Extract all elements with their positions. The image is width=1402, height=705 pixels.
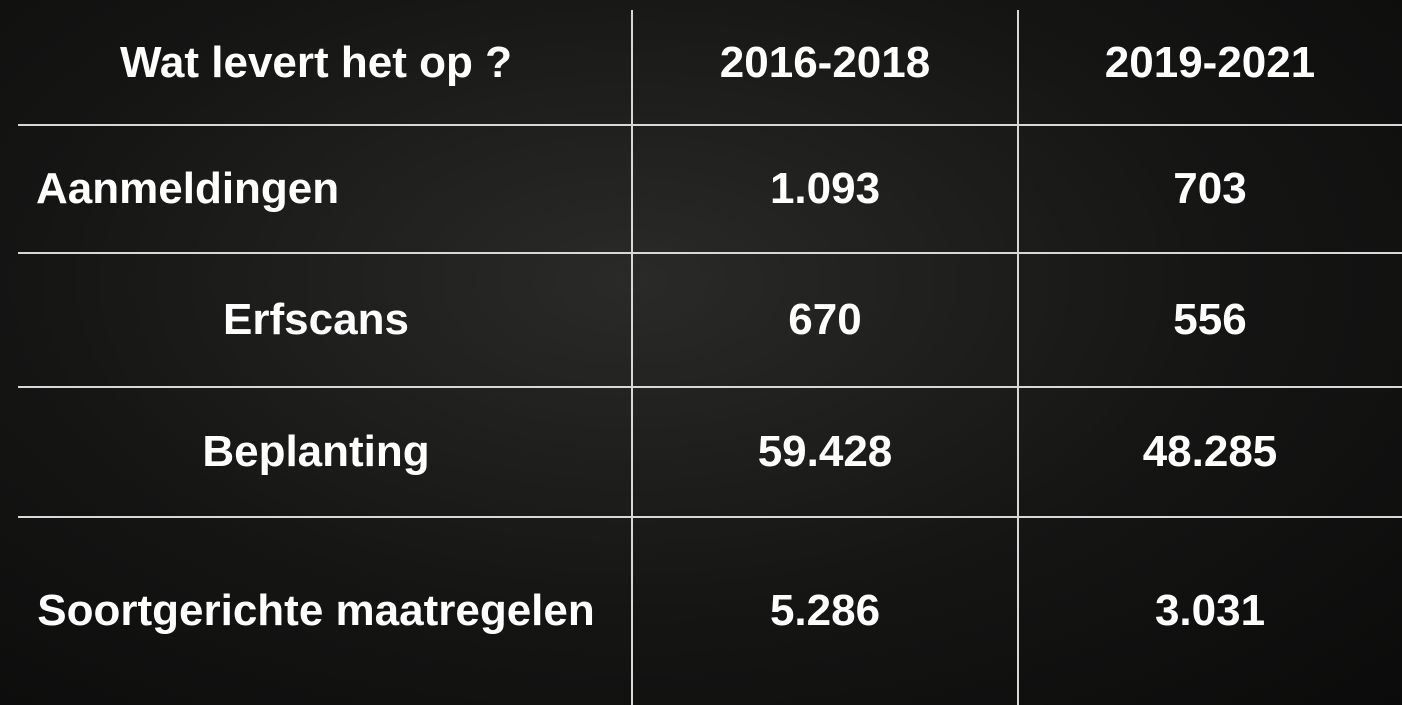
table-cell: 59.428	[757, 427, 893, 477]
table-cell: 48.285	[1142, 427, 1278, 477]
row-divider	[18, 252, 1402, 254]
table-cell: Erfscans	[223, 295, 409, 345]
table-cell: 556	[1173, 295, 1247, 345]
header-cell: 2019-2021	[1104, 37, 1316, 87]
table-cell: 3.031	[1154, 586, 1266, 636]
table-cell: Soortgerichte maatregelen	[37, 586, 595, 636]
row-divider	[18, 386, 1402, 388]
table-cell: 670	[788, 295, 862, 345]
column-divider	[1017, 10, 1019, 705]
table-cell: 703	[1173, 164, 1247, 214]
header-cell: Wat levert het op ?	[120, 37, 512, 87]
table-cell: 1.093	[769, 164, 881, 214]
header-cell: 2016-2018	[719, 37, 931, 87]
column-divider	[631, 10, 633, 705]
row-divider	[18, 124, 1402, 126]
table-cell: 5.286	[769, 586, 881, 636]
row-divider	[18, 516, 1402, 518]
table-cell: Beplanting	[202, 427, 430, 477]
table-cell: Aanmeldingen	[36, 164, 340, 214]
